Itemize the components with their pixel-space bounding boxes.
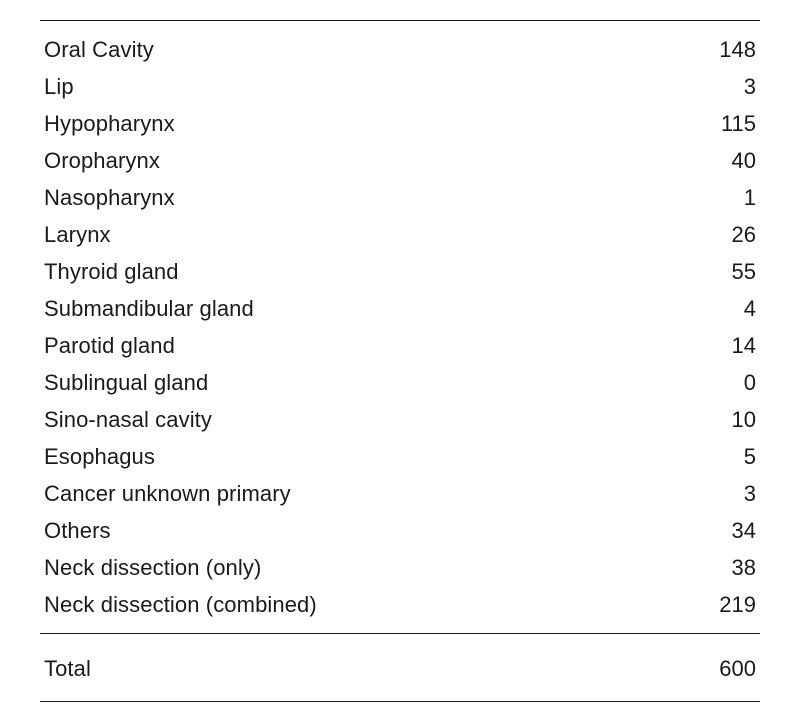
row-value: 40	[732, 150, 756, 172]
table-row: Neck dissection (only) 38	[40, 549, 760, 586]
row-value: 10	[732, 409, 756, 431]
table-row: Others 34	[40, 512, 760, 549]
row-value: 148	[719, 39, 756, 61]
row-label: Sublingual gland	[44, 372, 208, 394]
row-label: Thyroid gland	[44, 261, 179, 283]
row-label: Larynx	[44, 224, 111, 246]
rule-top	[40, 20, 760, 21]
row-label: Submandibular gland	[44, 298, 254, 320]
row-value: 3	[744, 76, 756, 98]
row-value: 4	[744, 298, 756, 320]
row-value: 14	[732, 335, 756, 357]
table-row: Oropharynx 40	[40, 142, 760, 179]
row-value: 115	[721, 113, 756, 135]
table-row: Larynx 26	[40, 216, 760, 253]
rule-bottom	[40, 701, 760, 702]
table-row: Sublingual gland 0	[40, 364, 760, 401]
row-value: 219	[719, 594, 756, 616]
table-row: Cancer unknown primary 3	[40, 475, 760, 512]
table-body: Oral Cavity 148 Lip 3 Hypopharynx 115 Orophary…	[40, 31, 760, 623]
table-row: Parotid gland 14	[40, 327, 760, 364]
total-value: 600	[719, 658, 756, 680]
table-row: Oral Cavity 148	[40, 31, 760, 68]
row-value: 34	[732, 520, 756, 542]
row-label: Oral Cavity	[44, 39, 154, 61]
table-row: Submandibular gland 4	[40, 290, 760, 327]
row-label: Esophagus	[44, 446, 155, 468]
data-table: Oral Cavity 148 Lip 3 Hypopharynx 115 Orophary…	[0, 0, 800, 722]
row-label: Parotid gland	[44, 335, 175, 357]
table-row: Lip 3	[40, 68, 760, 105]
table-row: Nasopharynx 1	[40, 179, 760, 216]
row-label: Hypopharynx	[44, 113, 175, 135]
row-label: Lip	[44, 76, 74, 98]
table-row: Sino-nasal cavity 10	[40, 401, 760, 438]
row-label: Oropharynx	[44, 150, 160, 172]
rule-mid	[40, 633, 760, 634]
row-label: Others	[44, 520, 111, 542]
row-label: Sino-nasal cavity	[44, 409, 212, 431]
row-label: Nasopharynx	[44, 187, 175, 209]
row-value: 38	[732, 557, 756, 579]
table-row: Neck dissection (combined) 219	[40, 586, 760, 623]
row-value: 55	[732, 261, 756, 283]
row-value: 3	[744, 483, 756, 505]
row-value: 5	[744, 446, 756, 468]
table-row: Esophagus 5	[40, 438, 760, 475]
table-row: Thyroid gland 55	[40, 253, 760, 290]
row-value: 0	[744, 372, 756, 394]
row-value: 1	[744, 187, 756, 209]
table-row: Hypopharynx 115	[40, 105, 760, 142]
total-row: Total 600	[40, 650, 760, 687]
row-label: Neck dissection (only)	[44, 557, 261, 579]
row-label: Neck dissection (combined)	[44, 594, 317, 616]
row-label: Cancer unknown primary	[44, 483, 291, 505]
row-value: 26	[732, 224, 756, 246]
total-label: Total	[44, 658, 91, 680]
